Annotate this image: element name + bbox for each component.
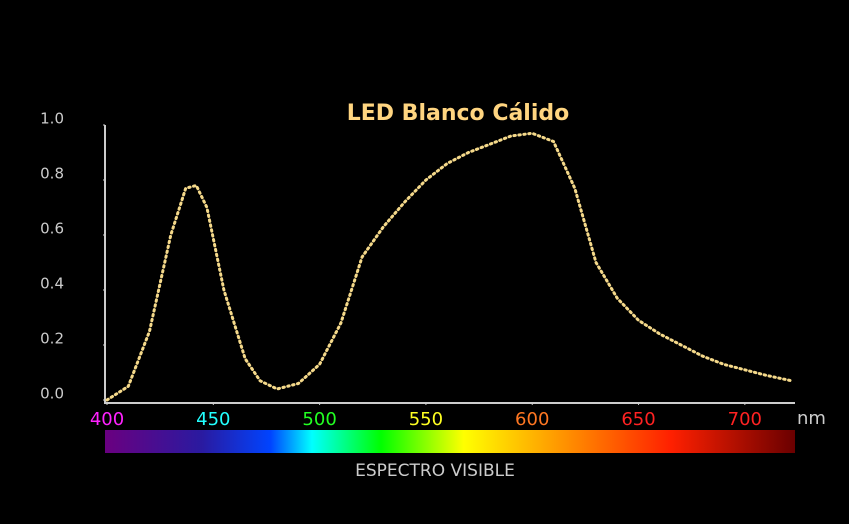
x-tick-label: 600 (515, 409, 549, 430)
x-axis-label: nm (797, 408, 826, 429)
spectrum-line (105, 131, 794, 402)
spectrum-bar (105, 430, 795, 453)
chart-title: LED Blanco Cálido (347, 101, 570, 126)
x-tick-label: 400 (90, 409, 124, 430)
x-tick-label: 450 (196, 409, 230, 430)
y-tick-label: 1.0 (40, 110, 64, 128)
y-tick-label: 0.2 (40, 330, 64, 348)
spectrum-label: ESPECTRO VISIBLE (355, 461, 515, 481)
x-tick-label: 700 (728, 409, 762, 430)
y-tick-label: 0.0 (40, 385, 64, 403)
y-tick-label: 0.4 (40, 275, 64, 293)
x-tick-label: 650 (621, 409, 655, 430)
y-tick-label: 0.6 (40, 220, 64, 238)
y-tick-label: 0.8 (40, 165, 64, 183)
x-tick-label: 500 (302, 409, 336, 430)
x-tick-label: 550 (409, 409, 443, 430)
